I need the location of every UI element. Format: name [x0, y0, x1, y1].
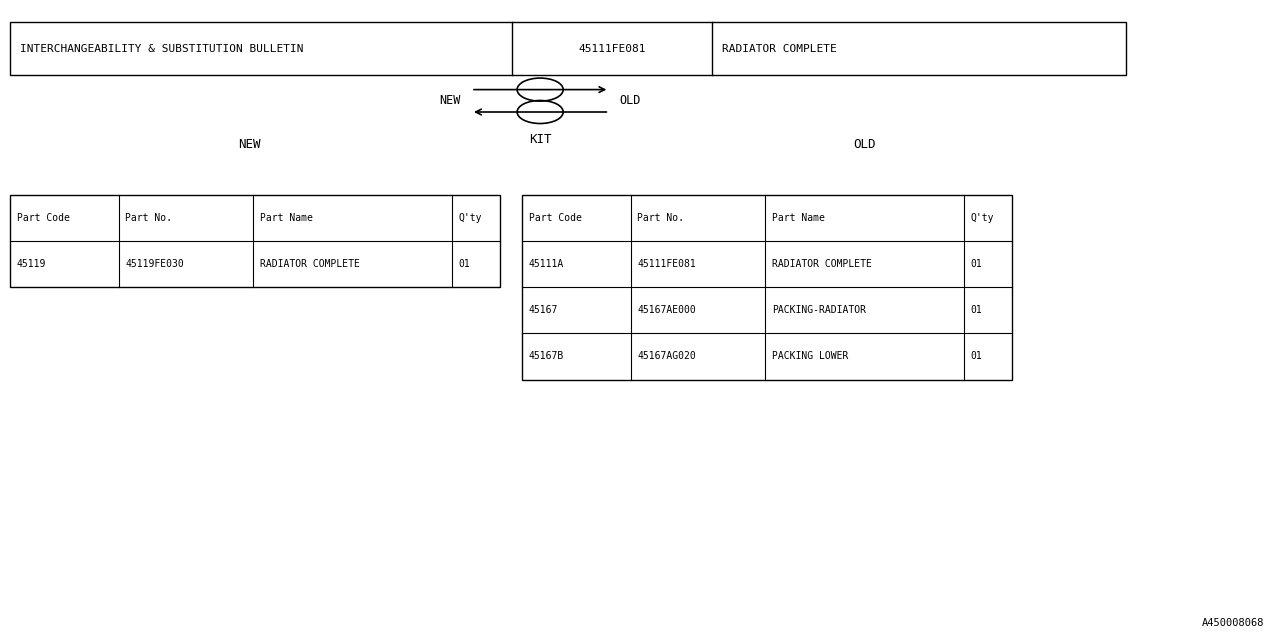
Text: OLD: OLD: [620, 94, 641, 108]
Text: PACKING-RADIATOR: PACKING-RADIATOR: [772, 305, 865, 316]
Text: RADIATOR COMPLETE: RADIATOR COMPLETE: [722, 44, 837, 54]
Text: 45111FE081: 45111FE081: [637, 259, 696, 269]
Text: 45111FE081: 45111FE081: [579, 44, 645, 54]
Text: Q'ty: Q'ty: [970, 213, 993, 223]
Bar: [10, 195, 500, 287]
Text: 45167: 45167: [529, 305, 558, 316]
Text: 01: 01: [458, 259, 470, 269]
Bar: [10, 22, 1126, 75]
Text: NEW: NEW: [439, 94, 461, 108]
Text: 01: 01: [970, 305, 982, 316]
Text: 45111A: 45111A: [529, 259, 564, 269]
Text: OLD: OLD: [852, 138, 876, 150]
Text: Part Code: Part Code: [529, 213, 581, 223]
Text: Q'ty: Q'ty: [458, 213, 481, 223]
Text: 45119FE030: 45119FE030: [125, 259, 184, 269]
Text: PACKING LOWER: PACKING LOWER: [772, 351, 849, 362]
Bar: [522, 195, 1012, 380]
Text: 01: 01: [970, 259, 982, 269]
Text: 45119: 45119: [17, 259, 46, 269]
Text: Part Code: Part Code: [17, 213, 69, 223]
Text: INTERCHANGEABILITY & SUBSTITUTION BULLETIN: INTERCHANGEABILITY & SUBSTITUTION BULLET…: [20, 44, 303, 54]
Text: RADIATOR COMPLETE: RADIATOR COMPLETE: [260, 259, 360, 269]
Text: 45167B: 45167B: [529, 351, 564, 362]
Text: RADIATOR COMPLETE: RADIATOR COMPLETE: [772, 259, 872, 269]
Text: Part No.: Part No.: [637, 213, 685, 223]
Text: Part No.: Part No.: [125, 213, 173, 223]
Text: NEW: NEW: [238, 138, 261, 150]
Text: 01: 01: [970, 351, 982, 362]
Text: Part Name: Part Name: [260, 213, 312, 223]
Text: Part Name: Part Name: [772, 213, 824, 223]
Text: KIT: KIT: [529, 133, 552, 146]
Text: A450008068: A450008068: [1202, 618, 1265, 628]
Text: 45167AG020: 45167AG020: [637, 351, 696, 362]
Text: 45167AE000: 45167AE000: [637, 305, 696, 316]
